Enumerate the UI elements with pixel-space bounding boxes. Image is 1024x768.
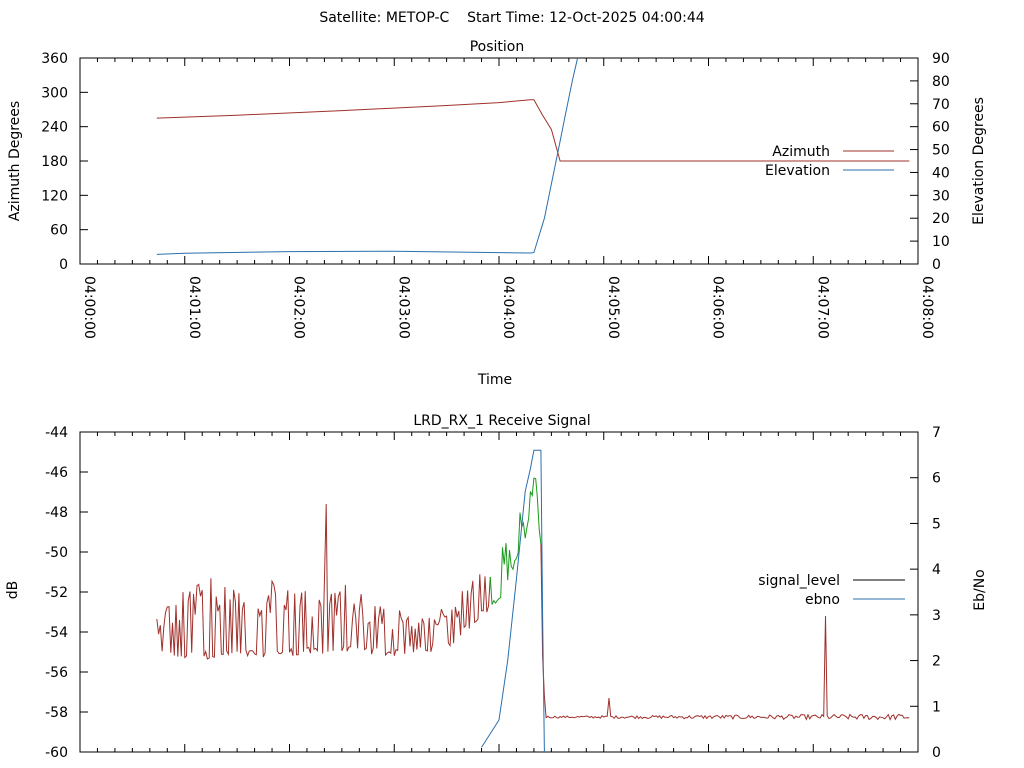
signal-y-tick-label: -54 <box>45 625 68 641</box>
signal-y2-tick-label: 4 <box>932 562 941 578</box>
position-x-tick-label: 04:07:00 <box>814 276 830 339</box>
signal-series-clip <box>156 449 910 752</box>
position-x-tick-label: 04:08:00 <box>919 276 935 339</box>
position-series-clip <box>156 58 910 255</box>
signal-y2-axis-title: Eb/No <box>972 569 988 611</box>
legend-label-signal-level: signal_level <box>758 573 840 589</box>
signal-y2-tick-label: 0 <box>932 745 941 761</box>
position-x-tick-label: 04:03:00 <box>395 276 411 339</box>
position-y-tick-label: 60 <box>50 223 68 239</box>
receive-signal-chart: LRD_RX_1 Receive Signal -60-58-56-54-52-… <box>5 413 988 761</box>
signal-level-line <box>156 503 491 660</box>
signal-y-tick-label: -60 <box>45 745 68 761</box>
signal-y-tick-label: -56 <box>45 665 68 681</box>
signal-plot-frame <box>79 431 919 753</box>
signal-y-tick-label: -50 <box>45 545 68 561</box>
position-y2-tick-label: 20 <box>932 211 950 227</box>
signal-level-line-strong <box>489 477 542 605</box>
signal-y-tick-label: -44 <box>45 425 68 441</box>
position-x-tick-label: 04:00:00 <box>81 276 97 339</box>
position-y2-tick-label: 70 <box>932 97 950 113</box>
legend-label-ebno: ebno <box>805 592 840 608</box>
ebno-line <box>481 449 545 752</box>
position-y2-tick-label: 30 <box>932 188 950 204</box>
position-legend: Azimuth Elevation <box>765 144 894 179</box>
position-y-tick-label: 0 <box>59 257 68 273</box>
signal-y2-tick-label: 5 <box>932 516 941 532</box>
position-y-tick-label: 180 <box>41 154 68 170</box>
signal-y2-tick-label: 2 <box>932 654 941 670</box>
signal-y2-tick-label: 6 <box>932 471 941 487</box>
signal-y2-tick-label: 1 <box>932 699 941 715</box>
position-y2-tick-label: 0 <box>932 257 941 273</box>
position-x-tick-label: 04:01:00 <box>186 276 202 339</box>
signal-y-tick-label: -52 <box>45 585 68 601</box>
signal-axis-ticks: -60 -58 -56 -54 -52 -50 -48 -46 -44 0 1 2 3 4 5 6 7 <box>45 425 941 761</box>
position-y2-tick-label: 50 <box>932 143 950 159</box>
elevation-line <box>156 58 579 255</box>
position-x-tick-label: 04:02:00 <box>291 276 307 339</box>
signal-y-tick-label: -58 <box>45 705 68 721</box>
position-x-tick-label: 04:06:00 <box>710 276 726 339</box>
signal-level-line-tail <box>540 543 910 721</box>
signal-series <box>156 449 910 752</box>
position-y2-tick-label: 80 <box>932 74 950 90</box>
position-y2-tick-label: 60 <box>932 120 950 136</box>
signal-legend: signal_level ebno <box>758 573 905 608</box>
position-y2-tick-label: 90 <box>932 51 950 67</box>
position-series <box>156 58 910 255</box>
legend-label-azimuth: Azimuth <box>772 144 830 160</box>
position-axis-ticks: 04:00:00 04:01:00 04:02:00 04:03:00 04:04:00… <box>41 51 950 339</box>
position-x-tick-label: 04:04:00 <box>500 276 516 339</box>
position-y2-tick-label: 10 <box>932 234 950 250</box>
position-y-tick-label: 240 <box>41 120 68 136</box>
signal-y2-tick-label: 3 <box>932 608 941 624</box>
position-y-tick-label: 120 <box>41 188 68 204</box>
signal-y-tick-label: -46 <box>45 465 68 481</box>
signal-chart-title: LRD_RX_1 Receive Signal <box>413 413 590 429</box>
position-y-tick-label: 360 <box>41 51 68 67</box>
legend-label-elevation: Elevation <box>765 163 830 179</box>
position-chart-title: Position <box>470 39 525 55</box>
position-x-tick-label: 04:05:00 <box>605 276 621 339</box>
signal-y-axis-title: dB <box>5 581 21 600</box>
report-header: Satellite: METOP-C Start Time: 12-Oct-20… <box>319 10 704 26</box>
position-chart: Position 04:00:00 04:01:00 04:02:00 04:03:0… <box>7 39 987 388</box>
position-x-axis-title: Time <box>477 372 512 388</box>
position-y2-tick-label: 40 <box>932 165 950 181</box>
position-y-axis-title: Azimuth Degrees <box>7 101 23 221</box>
position-y-tick-label: 300 <box>41 85 68 101</box>
signal-y2-tick-label: 7 <box>932 425 941 441</box>
position-y2-axis-title: Elevation Degrees <box>971 97 987 225</box>
azimuth-line <box>156 99 910 162</box>
signal-y-tick-label: -48 <box>45 505 68 521</box>
